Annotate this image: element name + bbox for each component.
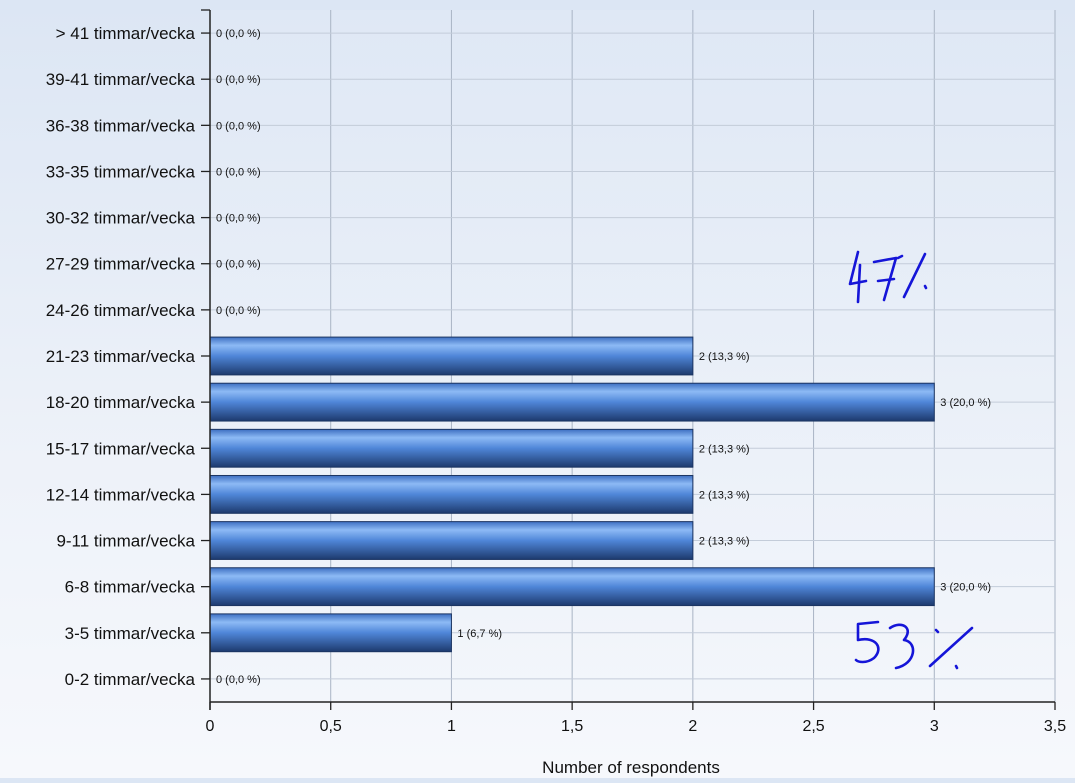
data-label: 2 (13,3 %)	[699, 443, 750, 455]
data-label: 3 (20,0 %)	[940, 397, 991, 409]
category-label: 39-41 timmar/vecka	[46, 70, 196, 89]
x-tick-label: 0,5	[320, 718, 342, 735]
category-label: 24-26 timmar/vecka	[46, 301, 196, 320]
x-tick-label: 1,5	[561, 718, 583, 735]
data-label: 2 (13,3 %)	[699, 536, 750, 548]
category-label: 36-38 timmar/vecka	[46, 116, 196, 135]
axes	[201, 9, 1056, 710]
data-label: 0 (0,0 %)	[216, 213, 261, 225]
bar	[209, 382, 935, 422]
bars	[209, 336, 935, 653]
category-label: 9-11 timmar/vecka	[56, 532, 195, 551]
data-label: 0 (0,0 %)	[216, 259, 261, 271]
bar	[209, 521, 694, 560]
data-label: 0 (0,0 %)	[216, 74, 261, 86]
data-label: 3 (20,0 %)	[940, 582, 991, 594]
bar	[209, 613, 452, 653]
data-label: 1 (6,7 %)	[457, 628, 502, 640]
x-axis-title: Number of respondents	[542, 758, 720, 777]
category-label: 21-23 timmar/vecka	[46, 347, 196, 366]
data-label: 0 (0,0 %)	[216, 28, 261, 40]
category-label: 15-17 timmar/vecka	[46, 439, 196, 458]
data-label: 2 (13,3 %)	[699, 489, 750, 501]
category-label: 18-20 timmar/vecka	[46, 393, 196, 412]
handwritten-annotation-bottom	[854, 620, 974, 670]
category-label: 3-5 timmar/vecka	[65, 624, 196, 643]
x-tick-label: 2,5	[802, 718, 824, 735]
x-tick-label: 0	[206, 718, 215, 735]
x-tick-label: 3,5	[1044, 718, 1066, 735]
x-tick-label: 2	[688, 718, 697, 735]
category-label: 27-29 timmar/vecka	[46, 255, 196, 274]
handwritten-annotation-top	[848, 250, 928, 304]
category-label: 30-32 timmar/vecka	[46, 209, 196, 228]
category-label: 0-2 timmar/vecka	[65, 670, 196, 689]
category-label: 12-14 timmar/vecka	[46, 485, 196, 504]
x-tick-label: 1	[447, 718, 456, 735]
category-label: > 41 timmar/vecka	[56, 24, 196, 43]
bar	[209, 474, 694, 514]
bar	[209, 428, 694, 468]
data-label: 0 (0,0 %)	[216, 120, 261, 132]
bar	[209, 336, 694, 376]
category-label: 33-35 timmar/vecka	[46, 162, 196, 181]
x-tick-label: 3	[930, 718, 939, 735]
category-label: 6-8 timmar/vecka	[65, 578, 196, 597]
data-label: 0 (0,0 %)	[216, 305, 261, 317]
data-label: 2 (13,3 %)	[699, 351, 750, 363]
bar	[209, 567, 935, 607]
labels: 0-2 timmar/vecka 0 (0,0 %) 3-5 timmar/veck…	[46, 24, 1067, 735]
data-label: 0 (0,0 %)	[216, 166, 261, 178]
data-label: 0 (0,0 %)	[216, 674, 261, 686]
